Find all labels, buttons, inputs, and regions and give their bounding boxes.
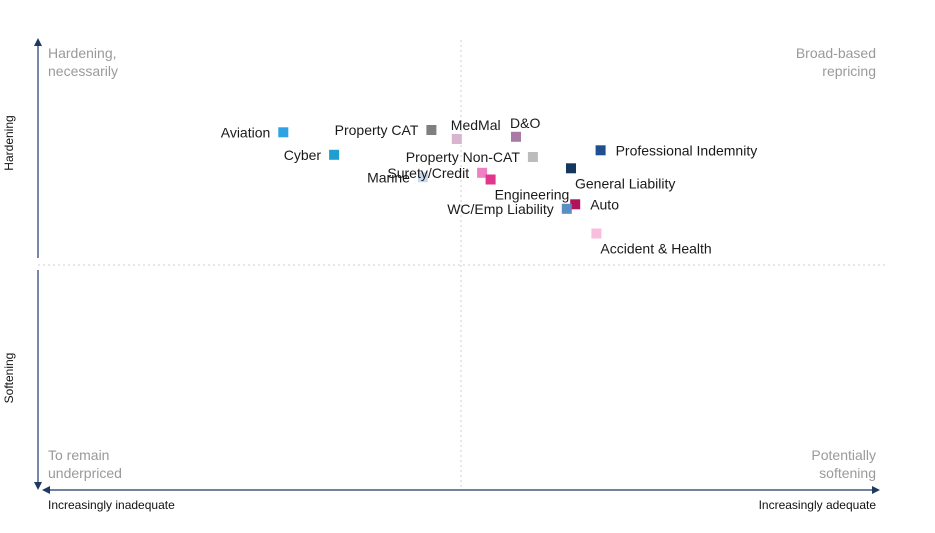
point-label-engineering: Engineering — [495, 187, 570, 203]
point-label-medmal: MedMal — [451, 117, 501, 133]
point-property-non-cat — [527, 152, 538, 162]
point-label-cyber: Cyber — [284, 147, 322, 163]
point-label-property-non-cat: Property Non-CAT — [406, 149, 521, 165]
y-axis-top-label: Hardening — [2, 115, 16, 170]
point-medmal — [451, 134, 462, 144]
quadrant-top-right-line1: Broad-based — [796, 45, 876, 61]
point-label-accident-health: Accident & Health — [600, 241, 711, 257]
quadrant-bottom-left-line2: underpriced — [48, 465, 122, 481]
point-accident-health — [591, 228, 602, 239]
point-label-marine: Marine — [367, 169, 410, 185]
point-property-cat — [426, 125, 437, 135]
y-axis-bottom-label: Softening — [2, 353, 16, 404]
point-label-aviation: Aviation — [221, 124, 271, 140]
quadrant-top-left-line1: Hardening, — [48, 45, 117, 61]
point-label-property-cat: Property CAT — [335, 122, 419, 138]
quadrant-bottom-right-line1: Potentially — [811, 447, 876, 463]
point-d-o — [511, 131, 521, 142]
x-axis-left-label: Increasingly inadequate — [48, 498, 175, 512]
point-label-auto: Auto — [590, 196, 619, 212]
point-cyber — [329, 149, 340, 160]
point-label-d-o: D&O — [510, 115, 540, 131]
point-surety-credit — [477, 167, 488, 178]
point-auto — [570, 199, 581, 210]
point-engineering — [485, 174, 496, 185]
quadrant-top-left-line2: necessarily — [48, 63, 118, 79]
point-general-liability — [566, 163, 576, 174]
point-aviation — [278, 127, 289, 138]
quadrant-bottom-right-line2: softening — [819, 465, 876, 481]
quadrant-bottom-left-line1: To remain — [48, 447, 109, 463]
point-marine — [417, 172, 428, 183]
point-wc-emp-liability — [561, 203, 572, 214]
point-label-wc-emp-liability: WC/Emp Liability — [447, 201, 554, 217]
data-points: Aviation Cyber Property CAT Marine MedMal D&O… — [221, 115, 758, 257]
quadrant-top-right-line2: repricing — [822, 63, 876, 79]
point-label-general-liability: General Liability — [575, 175, 675, 191]
x-axis-right-label: Increasingly adequate — [759, 498, 877, 512]
point-label-professional-indemnity: Professional Indemnity — [616, 142, 758, 158]
point-label-surety-credit: Surety/Credit — [387, 165, 469, 181]
point-professional-indemnity — [595, 145, 606, 156]
